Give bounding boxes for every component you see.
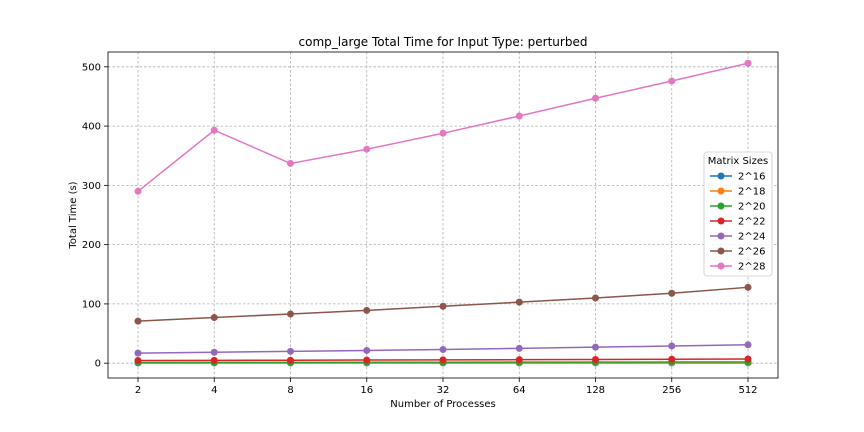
legend-label: 2^22 <box>738 217 765 228</box>
y-tick-label: 500 <box>82 62 101 73</box>
y-tick-label: 400 <box>82 122 101 133</box>
data-point <box>744 355 752 363</box>
x-tick-label: 512 <box>738 385 757 396</box>
legend-entry: 2^24 <box>710 232 765 243</box>
legend-marker <box>717 232 725 240</box>
y-tick-label: 100 <box>82 299 101 310</box>
data-point <box>592 94 599 102</box>
data-point <box>287 356 294 364</box>
series-2-22 <box>134 355 752 365</box>
data-point <box>744 59 752 67</box>
data-point <box>134 187 142 195</box>
legend-label: 2^28 <box>738 262 765 273</box>
data-point <box>363 145 371 153</box>
legend-entry: 2^20 <box>710 202 765 213</box>
data-point <box>439 356 447 364</box>
legend-marker <box>717 262 725 270</box>
legend-marker <box>717 247 725 255</box>
data-point <box>287 310 294 318</box>
data-point <box>744 341 752 349</box>
legend-items: 2^16 2^18 2^20 2^22 2^24 2^26 2^28 <box>710 172 765 273</box>
legend-label: 2^16 <box>738 172 765 183</box>
data-point <box>439 346 447 354</box>
legend-label: 2^20 <box>738 202 765 213</box>
legend-marker <box>717 217 725 225</box>
data-point <box>287 347 294 355</box>
series-2-26 <box>134 283 752 325</box>
legend-label: 2^24 <box>738 232 765 243</box>
data-point <box>439 129 447 137</box>
data-point <box>210 314 218 322</box>
data-point <box>210 348 218 356</box>
data-point <box>363 346 371 354</box>
x-tick-label: 2 <box>135 385 141 396</box>
y-axis-label: Total Time (s) <box>68 181 79 249</box>
legend-label: 2^26 <box>738 247 765 258</box>
series-2-28 <box>134 59 752 195</box>
series-2-24 <box>134 341 752 357</box>
data-point <box>515 344 523 352</box>
y-tick-label: 300 <box>82 181 101 192</box>
x-tick-label: 32 <box>437 385 450 396</box>
legend-label: 2^18 <box>738 187 765 198</box>
data-point <box>668 355 676 363</box>
x-tick-label: 8 <box>287 385 293 396</box>
data-point <box>592 343 599 351</box>
x-axis-label: Number of Processes <box>390 399 495 410</box>
data-point <box>668 342 676 350</box>
data-point <box>668 289 676 297</box>
data-point <box>592 356 599 364</box>
x-tick-label: 128 <box>586 385 605 396</box>
legend-entry: 2^22 <box>710 217 765 228</box>
data-point <box>210 356 218 364</box>
data-point <box>134 317 142 325</box>
y-tick-label: 200 <box>82 240 101 251</box>
legend-box <box>703 151 773 277</box>
legend-entry: 2^28 <box>710 262 765 273</box>
x-tick-label: 16 <box>360 385 373 396</box>
y-tick-label: 0 <box>95 359 101 370</box>
x-tick-label: 64 <box>513 385 526 396</box>
chart-title: comp_large Total Time for Input Type: pe… <box>299 35 588 49</box>
data-point <box>287 159 294 167</box>
data-point <box>515 356 523 364</box>
data-point <box>439 302 447 310</box>
legend-marker <box>717 202 725 210</box>
legend-entry: 2^26 <box>710 247 765 258</box>
data-point <box>134 349 142 357</box>
data-point <box>592 294 599 302</box>
data-point <box>515 112 523 120</box>
data-point <box>744 283 752 291</box>
data-point <box>134 357 142 365</box>
data-point <box>210 126 218 134</box>
x-tick-label: 256 <box>662 385 681 396</box>
legend-marker <box>717 172 725 180</box>
legend: Matrix Sizes 2^16 2^18 2^20 2^22 2^24 2^26 2^2… <box>703 151 773 277</box>
legend-title: Matrix Sizes <box>708 156 768 167</box>
y-axis-ticks: 0 100 200 300 400 500 <box>82 62 108 370</box>
data-point <box>515 298 523 306</box>
data-point <box>363 306 371 314</box>
data-point <box>668 77 676 85</box>
legend-marker <box>717 187 725 195</box>
x-tick-label: 4 <box>211 385 217 396</box>
data-point <box>363 356 371 364</box>
series <box>134 59 752 367</box>
legend-entry: 2^16 <box>710 172 765 183</box>
x-axis-ticks: 2 4 8 16 32 64 128 256 512 <box>135 378 758 396</box>
legend-entry: 2^18 <box>710 187 765 198</box>
